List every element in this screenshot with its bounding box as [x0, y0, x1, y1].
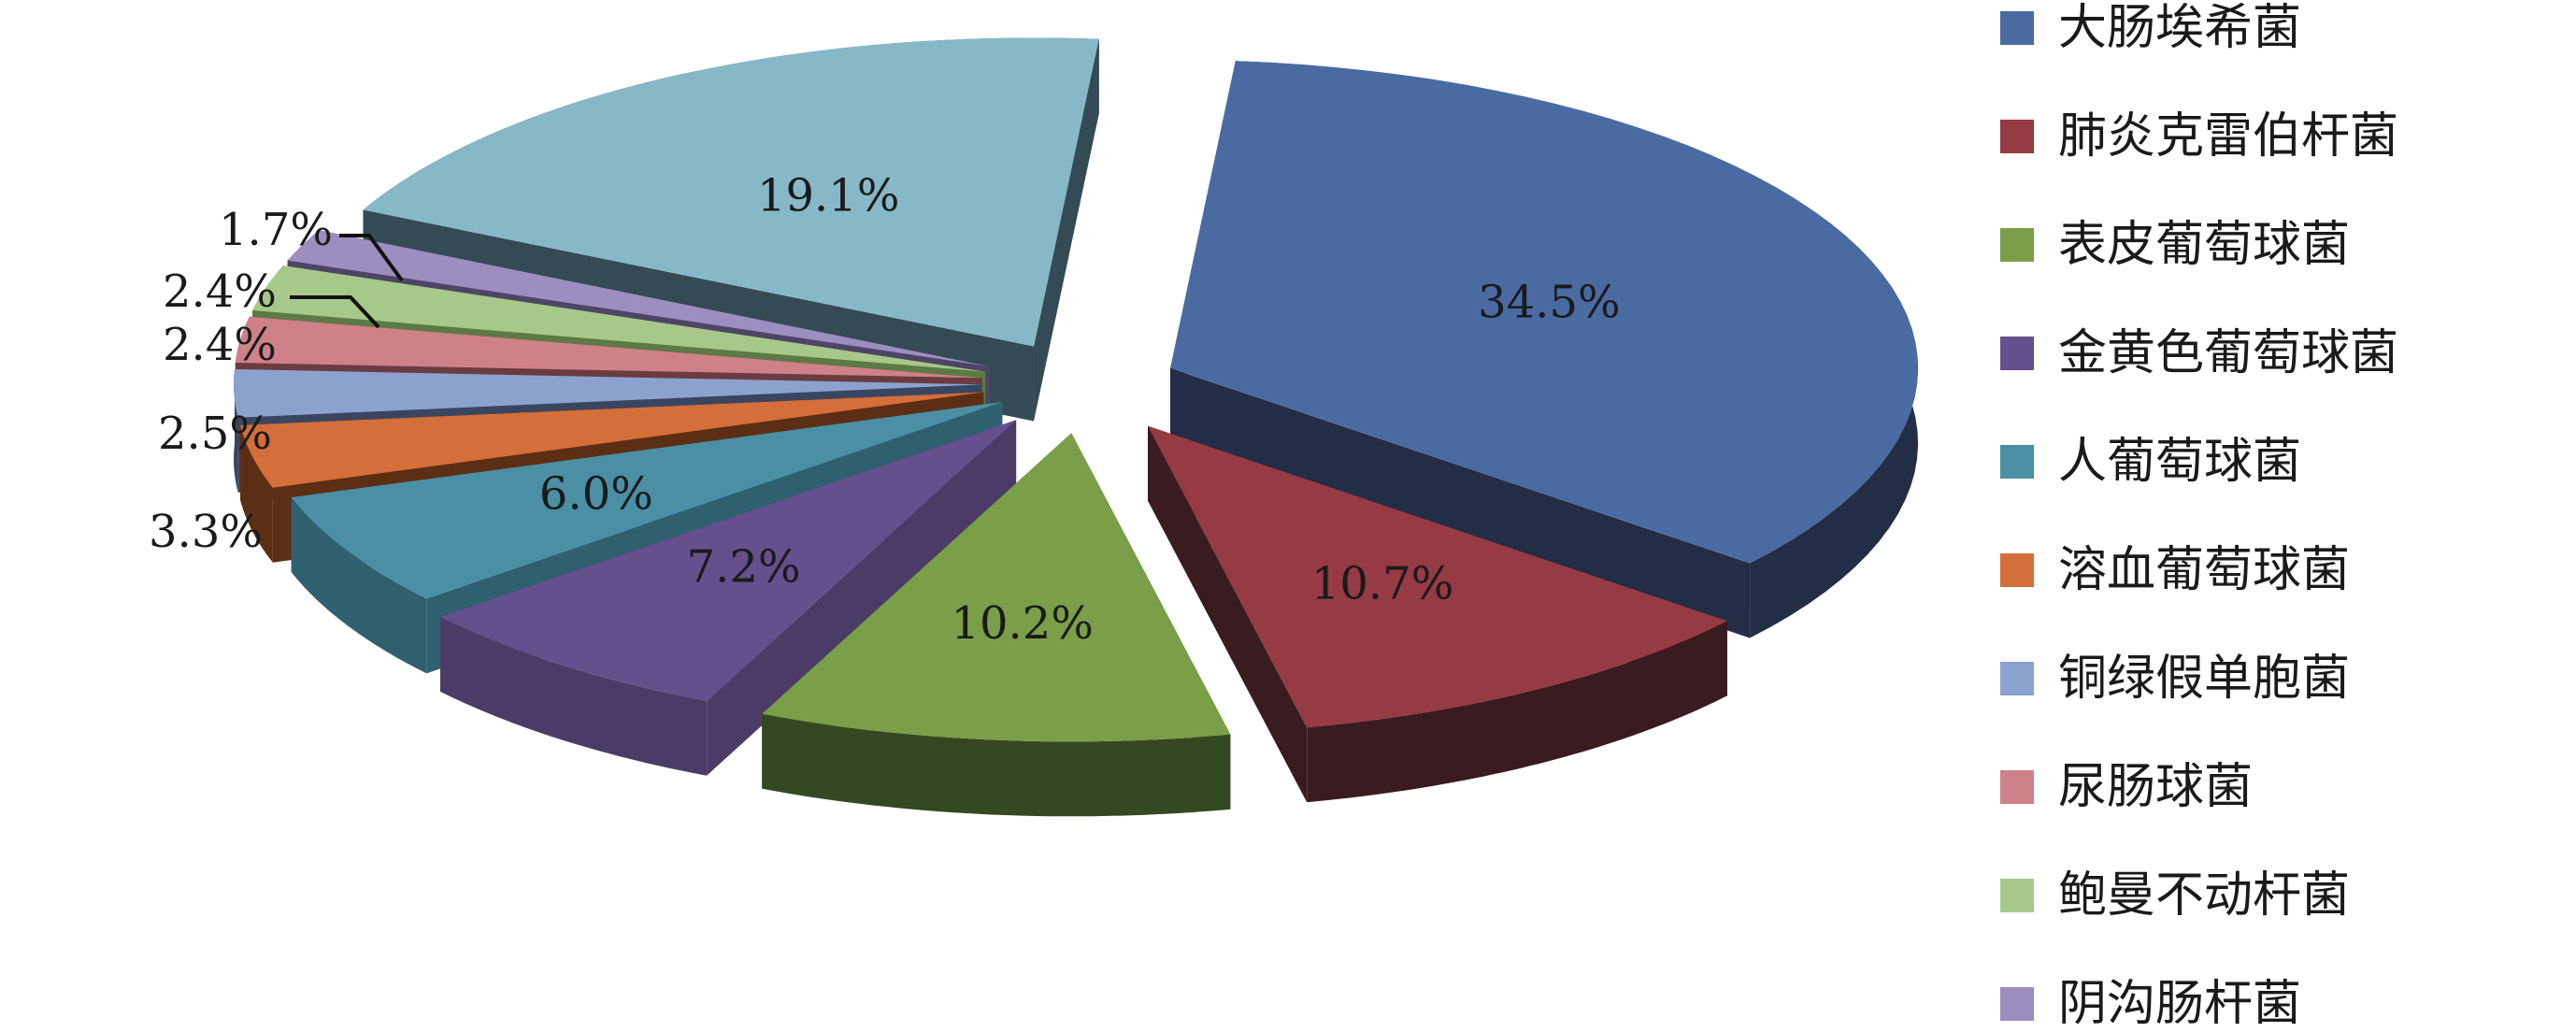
slice-face-end-10	[1034, 38, 1099, 422]
legend-item: 铜绿假单胞菌	[2000, 651, 2350, 707]
legend-swatch	[2000, 445, 2034, 479]
slice-top-2	[762, 433, 1231, 742]
slice-top-4	[291, 401, 1003, 599]
legend-item: 肺炎克雷伯杆菌	[2000, 108, 2398, 165]
legend-swatch	[2000, 228, 2034, 262]
slice-top-10	[363, 37, 1099, 347]
legend-item: 金黄色葡萄球菌	[2000, 325, 2398, 381]
slice-top-9	[287, 230, 990, 367]
slice-wall-6	[234, 369, 238, 493]
slice-label-8: 2.4%	[163, 265, 277, 318]
slice-label-1: 10.7%	[1311, 558, 1453, 610]
slice-label-2: 10.2%	[951, 597, 1093, 650]
legend-swatch	[2000, 770, 2034, 804]
callout-line-8	[290, 295, 380, 329]
slice-1	[1148, 425, 1727, 803]
slice-label-5: 3.3%	[149, 506, 263, 558]
legend-label: 肺炎克雷伯杆菌	[2058, 108, 2399, 165]
slice-face-end-1	[1148, 425, 1308, 803]
slice-top-8	[252, 265, 986, 372]
slice-label-6: 2.5%	[158, 408, 272, 460]
legend-label: 鲍曼不动杆菌	[2058, 867, 2351, 924]
slice-2	[762, 433, 1231, 817]
slice-label-10: 19.1%	[757, 169, 899, 222]
legend-item: 表皮葡萄球菌	[2000, 217, 2350, 273]
slice-3	[440, 420, 1017, 776]
legend-label: 溶血葡萄球菌	[2058, 542, 2351, 598]
legend-item: 大肠埃希菌	[2000, 0, 2301, 56]
legend-label: 大肠埃希菌	[2058, 0, 2302, 56]
legend: 大肠埃希菌肺炎克雷伯杆菌 表皮葡萄球菌 金黄色葡萄球菌 人葡萄球菌溶血葡萄球菌 铜绿假单…	[2000, 0, 2561, 1032]
legend-swatch	[2000, 879, 2034, 912]
legend-label: 尿肠球菌	[2058, 759, 2254, 815]
legend-label: 铜绿假单胞菌	[2058, 651, 2351, 707]
legend-label: 金黄色葡萄球菌	[2058, 325, 2399, 381]
legend-label: 表皮葡萄球菌	[2058, 217, 2351, 273]
legend-swatch	[2000, 662, 2034, 695]
legend-swatch	[2000, 553, 2034, 587]
legend-item: 溶血葡萄球菌	[2000, 542, 2350, 598]
pie-slices	[234, 37, 1919, 817]
slice-label-7: 2.4%	[163, 319, 277, 371]
slice-label-0: 34.5%	[1478, 276, 1620, 328]
slice-wall-3	[440, 616, 708, 776]
legend-swatch	[2000, 337, 2034, 370]
slice-top-7	[235, 316, 982, 379]
pie-labels: 34.5% 10.7% 10.2% 7.2% 6.0% 3.3% 2.5% 2.4%2.4% 1…	[149, 169, 1621, 649]
legend-label: 人葡萄球菌	[2058, 434, 2302, 490]
slice-0	[1170, 61, 1919, 638]
slice-label-3: 7.2%	[687, 541, 801, 594]
slice-wall-1	[1307, 621, 1727, 803]
callout-line-9	[339, 234, 404, 282]
slice-label-4: 6.0%	[539, 468, 653, 521]
legend-swatch	[2000, 987, 2034, 1021]
slice-wall-4	[291, 497, 427, 674]
legend-swatch	[2000, 11, 2034, 45]
slice-top-6	[234, 369, 981, 418]
slice-wall-2	[762, 713, 1231, 817]
slice-face-end-0	[1170, 367, 1751, 638]
slice-top-1	[1148, 425, 1727, 728]
slice-wall-5	[240, 424, 273, 563]
legend-item: 鲍曼不动杆菌	[2000, 867, 2350, 924]
legend-item: 阴沟肠杆菌	[2000, 976, 2301, 1032]
legend-item: 尿肠球菌	[2000, 759, 2253, 815]
legend-item: 人葡萄球菌	[2000, 434, 2301, 490]
legend-swatch	[2000, 120, 2034, 153]
legend-label: 阴沟肠杆菌	[2058, 976, 2302, 1032]
slice-top-0	[1170, 61, 1919, 564]
slice-top-3	[440, 420, 1017, 701]
slice-label-9: 1.7%	[219, 204, 333, 256]
slice-top-5	[240, 392, 984, 488]
